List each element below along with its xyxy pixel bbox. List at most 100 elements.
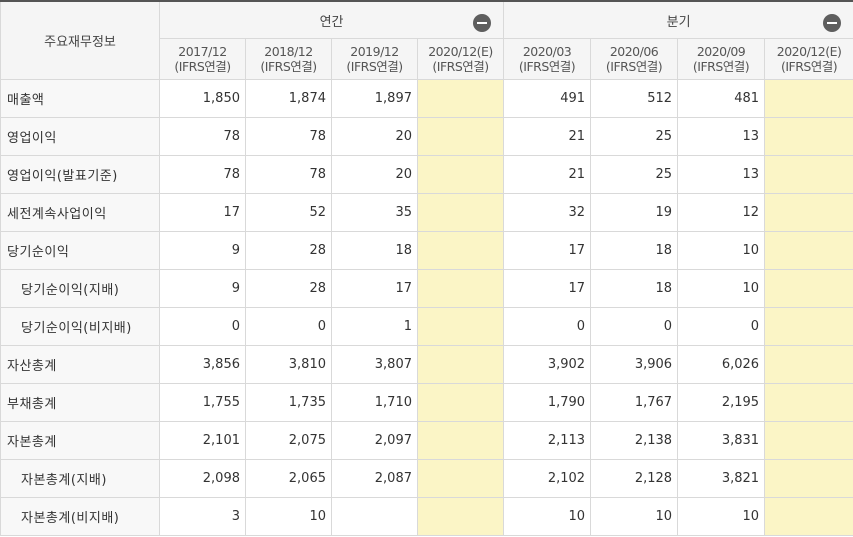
estimate-cell — [416, 193, 505, 232]
estimate-cell — [416, 231, 505, 270]
value-cell: 0 — [503, 307, 592, 346]
value-cell: 20 — [331, 155, 418, 194]
row-label: 세전계속사업이익 — [0, 193, 160, 232]
table-row: 부채총계 1,755 1,735 1,710 1,790 1,767 2,195 — [0, 383, 853, 422]
value-cell: 3,856 — [159, 345, 246, 384]
value-cell: 3,831 — [677, 421, 766, 460]
estimate-cell — [764, 269, 853, 308]
table-row: 당기순이익(비지배) 0 0 1 0 0 0 — [0, 307, 853, 346]
estimate-cell — [416, 79, 505, 118]
row-label: 부채총계 — [0, 383, 160, 422]
row-label: 영업이익(발표기준) — [0, 155, 160, 194]
table-row: 자산총계 3,856 3,810 3,807 3,902 3,906 6,026 — [0, 345, 853, 384]
estimate-cell — [764, 345, 853, 384]
period-year: 2018/12 — [264, 44, 313, 59]
value-cell: 9 — [159, 231, 246, 270]
group-annual-label: 연간 — [319, 14, 344, 30]
value-cell: 1,790 — [503, 383, 592, 422]
estimate-cell — [416, 345, 505, 384]
value-cell: 1,735 — [245, 383, 332, 422]
value-cell: 0 — [159, 307, 246, 346]
value-cell: 1,767 — [590, 383, 679, 422]
value-cell: 78 — [159, 155, 246, 194]
value-cell: 3,810 — [245, 345, 332, 384]
header-row-groups: 주요재무정보 연간 분기 — [0, 0, 853, 80]
value-cell: 1,755 — [159, 383, 246, 422]
period-header-annual-0: 2017/12 (IFRS연결) — [159, 38, 246, 80]
value-cell: 21 — [503, 155, 592, 194]
table-header: 주요재무정보 연간 분기 2017/12 (IFRS연결) 2018/12 (IFRS… — [0, 0, 853, 80]
value-cell: 3,821 — [677, 459, 766, 498]
value-cell: 2,087 — [331, 459, 418, 498]
value-cell: 9 — [159, 269, 246, 308]
value-cell: 28 — [245, 231, 332, 270]
estimate-cell — [416, 117, 505, 156]
estimate-cell — [416, 383, 505, 422]
header-row-periods: 2017/12 (IFRS연결) 2018/12 (IFRS연결) 2019/12 (IF… — [1, 38, 853, 80]
table-row: 영업이익(발표기준) 78 78 20 21 25 13 — [0, 155, 853, 194]
period-header-quarterly-0: 2020/03 (IFRS연결) — [503, 38, 592, 80]
period-basis: (IFRS연결) — [174, 59, 231, 74]
value-cell: 2,113 — [503, 421, 592, 460]
estimate-cell — [416, 307, 505, 346]
period-basis: (IFRS연결) — [692, 59, 750, 74]
estimate-cell — [764, 459, 853, 498]
value-cell: 13 — [677, 117, 766, 156]
value-cell: 2,138 — [590, 421, 679, 460]
value-cell: 1,897 — [331, 79, 418, 118]
estimate-cell — [764, 155, 853, 194]
estimate-cell — [416, 155, 505, 194]
period-basis: (IFRS연결) — [432, 59, 489, 74]
value-cell — [331, 497, 418, 536]
estimate-cell — [416, 497, 505, 536]
value-cell: 28 — [245, 269, 332, 308]
value-cell: 18 — [590, 269, 679, 308]
period-basis: (IFRS연결) — [780, 59, 838, 74]
period-year: 2020/12(E) — [776, 44, 842, 59]
value-cell: 10 — [677, 497, 766, 536]
value-cell: 32 — [503, 193, 592, 232]
table-row: 당기순이익 9 28 18 17 18 10 — [0, 231, 853, 270]
value-cell: 35 — [331, 193, 418, 232]
value-cell: 18 — [331, 231, 418, 270]
table-row: 영업이익 78 78 20 21 25 13 — [0, 117, 853, 156]
period-year: 2017/12 — [178, 44, 227, 59]
value-cell: 1,874 — [245, 79, 332, 118]
value-cell: 17 — [503, 269, 592, 308]
value-cell: 3,902 — [503, 345, 592, 384]
table-row: 자본총계(비지배) 3 10 10 10 10 — [0, 497, 853, 536]
group-quarterly-label: 분기 — [666, 14, 691, 30]
value-cell: 21 — [503, 117, 592, 156]
value-cell: 25 — [590, 117, 679, 156]
corner-label: 주요재무정보 — [0, 0, 160, 80]
value-cell: 3,807 — [331, 345, 418, 384]
period-header-annual-1: 2018/12 (IFRS연결) — [245, 38, 332, 80]
value-cell: 2,102 — [503, 459, 592, 498]
period-header-annual-2: 2019/12 (IFRS연결) — [331, 38, 418, 80]
estimate-cell — [764, 231, 853, 270]
value-cell: 0 — [590, 307, 679, 346]
period-header-annual-3: 2020/12(E) (IFRS연결) — [416, 38, 505, 80]
period-basis: (IFRS연결) — [260, 59, 317, 74]
value-cell: 2,097 — [331, 421, 418, 460]
estimate-cell — [764, 79, 853, 118]
estimate-cell — [416, 459, 505, 498]
value-cell: 78 — [245, 117, 332, 156]
period-basis: (IFRS연결) — [346, 59, 403, 74]
collapse-quarterly-minus-icon[interactable] — [823, 14, 842, 32]
period-year: 2019/12 — [350, 44, 399, 59]
value-cell: 2,101 — [159, 421, 246, 460]
estimate-cell — [416, 421, 505, 460]
value-cell: 1,850 — [159, 79, 246, 118]
period-header-quarterly-1: 2020/06 (IFRS연결) — [590, 38, 679, 80]
collapse-annual-minus-icon[interactable] — [473, 14, 492, 32]
value-cell: 10 — [677, 231, 766, 270]
estimate-cell — [764, 383, 853, 422]
estimate-cell — [764, 421, 853, 460]
group-quarterly: 분기 — [503, 0, 853, 39]
period-header-quarterly-2: 2020/09 (IFRS연결) — [677, 38, 766, 80]
value-cell: 17 — [331, 269, 418, 308]
value-cell: 1 — [331, 307, 418, 346]
